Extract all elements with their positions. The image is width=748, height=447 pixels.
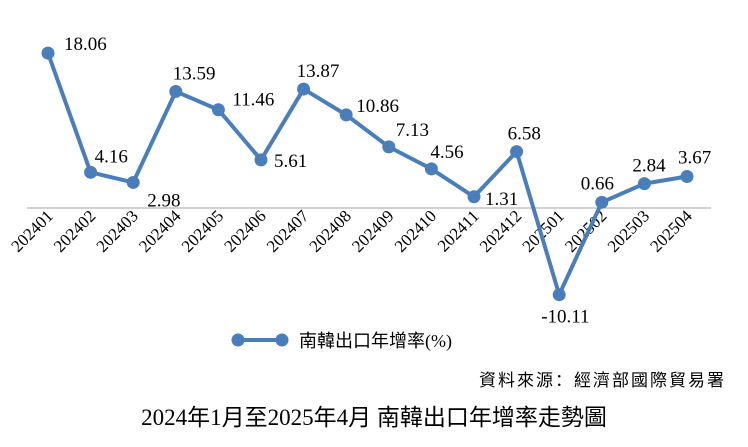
data-point — [126, 175, 140, 189]
x-tick-label: 202401 — [7, 206, 56, 255]
data-point — [339, 108, 353, 122]
data-point — [595, 195, 609, 209]
x-tick-label: 202408 — [306, 206, 355, 255]
x-tick-label: 202412 — [476, 206, 525, 255]
x-tick-label: 202404 — [135, 206, 185, 256]
data-point — [211, 103, 225, 117]
data-point — [467, 190, 481, 204]
data-label: 7.13 — [396, 120, 429, 141]
x-tick-label: 202504 — [646, 206, 696, 256]
data-label: 11.46 — [232, 90, 274, 111]
series-line — [46, 52, 688, 297]
data-label: 13.59 — [173, 63, 216, 84]
x-tick-label: 202503 — [604, 206, 653, 255]
x-tick-label: 202411 — [434, 206, 483, 255]
data-point — [424, 162, 438, 176]
x-tick-label: 202405 — [178, 206, 227, 255]
x-tick-label: 202406 — [220, 206, 269, 255]
x-tick-label: 202410 — [391, 206, 440, 255]
legend-marker — [275, 333, 289, 347]
legend-marker — [231, 333, 245, 347]
x-tick-label: 202407 — [263, 206, 313, 256]
data-labels: 18.06 4.16 2.98 13.59 11.46 5.61 13.87 10.86 7.1… — [64, 34, 711, 328]
data-label: 4.56 — [430, 142, 463, 163]
chart-title: 2024年1月至2025年4月 南韓出口年增率走勢圖 — [141, 405, 607, 430]
data-label: 1.31 — [485, 189, 518, 210]
data-label: 18.06 — [64, 34, 107, 55]
data-point — [382, 140, 396, 154]
data-label: 10.86 — [356, 96, 399, 117]
legend: 南韓出口年增率(%) — [231, 331, 452, 352]
x-tick-labels: 2024012024022024032024042024052024062024… — [7, 206, 696, 256]
source-note: 資料來源：經濟部國際貿易署 — [479, 371, 726, 390]
data-label: 2.84 — [632, 156, 666, 177]
data-label: 2.98 — [147, 190, 180, 211]
data-point — [41, 46, 55, 60]
x-tick-label: 202409 — [348, 206, 397, 255]
data-label: -10.11 — [541, 307, 589, 328]
x-tick-label: 202402 — [50, 206, 99, 255]
data-label: 4.16 — [95, 146, 128, 167]
x-tick-label: 202502 — [561, 206, 610, 255]
data-point — [297, 82, 311, 96]
data-point — [637, 177, 651, 191]
data-point — [254, 153, 268, 167]
legend-label: 南韓出口年增率(%) — [299, 331, 452, 352]
data-point — [169, 84, 183, 98]
data-point — [84, 165, 98, 179]
x-tick-label: 202501 — [519, 206, 568, 255]
data-point — [510, 145, 524, 159]
data-points — [41, 46, 694, 302]
data-label: 0.66 — [581, 173, 614, 194]
x-tick-label: 202403 — [93, 206, 142, 255]
data-label: 13.87 — [297, 61, 340, 82]
data-label: 5.61 — [274, 151, 307, 172]
data-label: 6.58 — [508, 124, 541, 145]
data-point — [552, 288, 566, 302]
data-label: 3.67 — [678, 148, 711, 169]
data-point — [680, 170, 694, 184]
